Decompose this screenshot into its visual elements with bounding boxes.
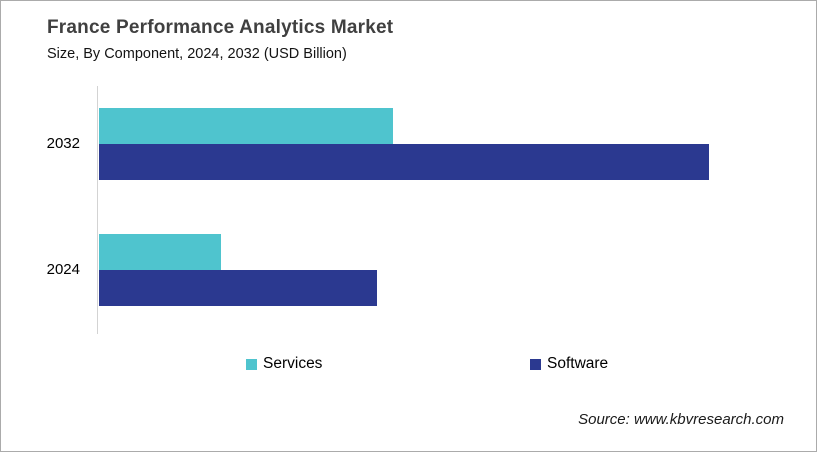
legend-label-software: Software [547,355,609,372]
legend-swatch-software-icon [530,358,541,370]
plot-area: 2032 2024 [47,86,757,334]
bar-software-2024 [99,270,377,306]
legend-item-services: Services [246,353,322,375]
source-text: Source: www.kbvresearch.com [578,411,784,428]
category-label-2032: 2032 [46,135,80,152]
legend-label-services: Services [263,355,323,372]
bar-services-2024 [99,234,221,270]
legend-swatch-services-icon [246,358,257,370]
legend-item-software: Software [530,353,608,375]
chart-title: France Performance Analytics Market [47,17,394,38]
bar-services-2032 [99,108,393,144]
bar-software-2032 [99,144,709,180]
category-label-2024: 2024 [46,261,80,278]
legend: Services Software [1,353,816,377]
chart-subtitle: Size, By Component, 2024, 2032 (USD Bill… [47,46,347,62]
